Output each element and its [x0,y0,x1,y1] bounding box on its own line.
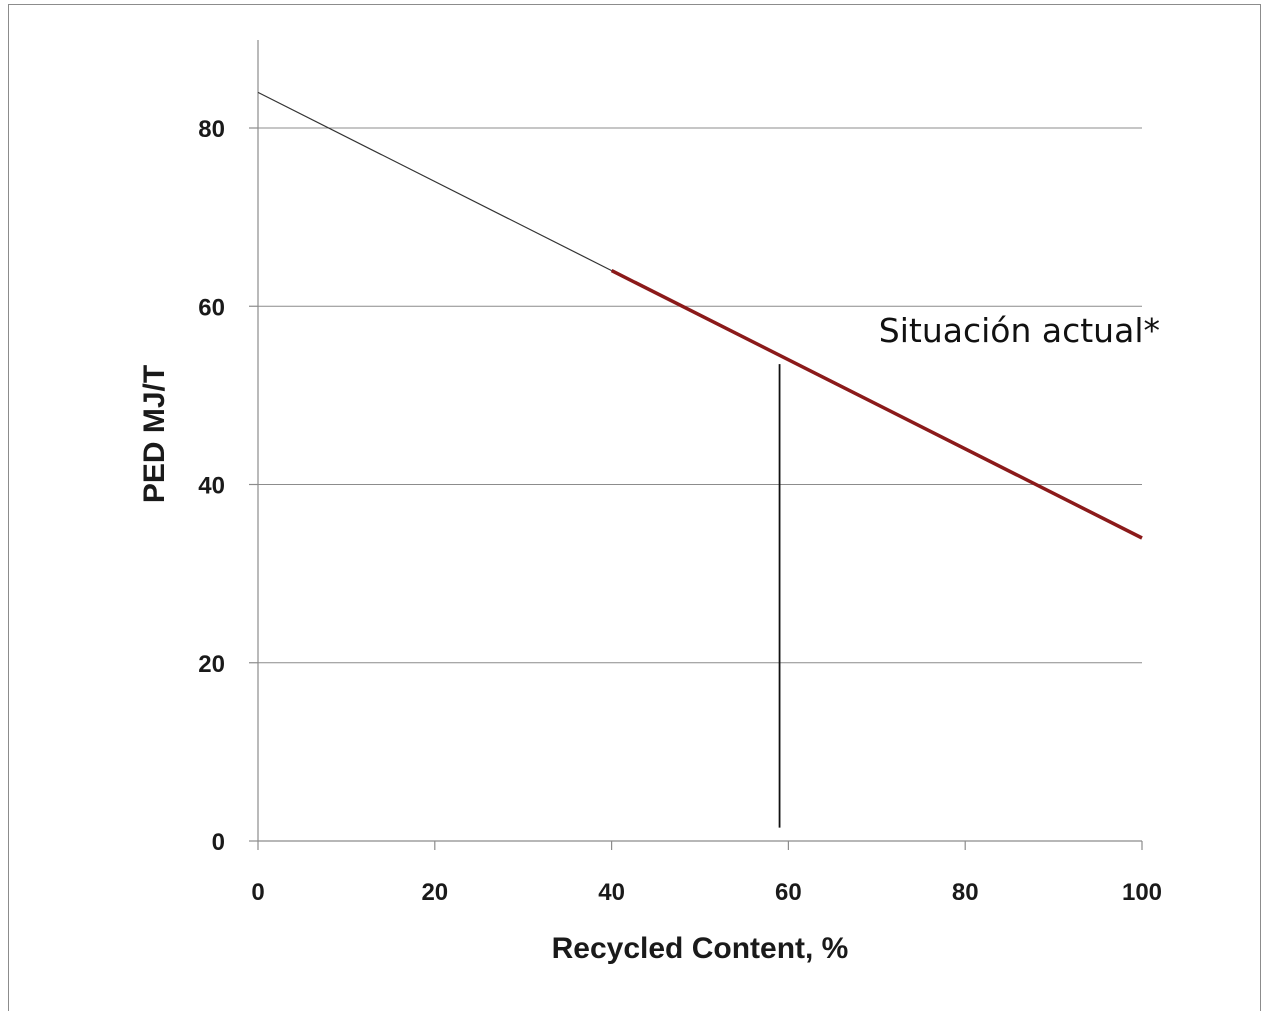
y-tick-label-0: 0 [212,829,225,856]
x-tick-label-100: 100 [1122,879,1162,906]
chart-frame [8,4,1261,1011]
x-tick-label-40: 40 [598,879,625,906]
x-tick-label-0: 0 [251,879,264,906]
axes [249,40,1143,850]
tick-labels: 0 20 40 60 80 0 20 40 60 80 100 [198,116,1162,906]
series-line-1 [257,91,612,272]
x-tick-label-80: 80 [952,879,979,906]
y-tick-label-60: 60 [198,294,225,321]
y-axis-title: PED MJ/T [138,365,171,503]
series-line-2 [610,269,1143,540]
x-axis-title: Recycled Content, % [552,932,849,965]
gridlines [258,127,1142,664]
x-tick-label-60: 60 [775,879,802,906]
annotations: Situación actual* [778,311,1160,828]
series-lines [257,91,1143,540]
y-tick-label-40: 40 [198,473,225,500]
x-tick-label-20: 20 [421,879,448,906]
y-tick-label-20: 20 [198,651,225,678]
y-tick-label-80: 80 [198,116,225,143]
annotation-label: Situación actual* [879,311,1160,350]
